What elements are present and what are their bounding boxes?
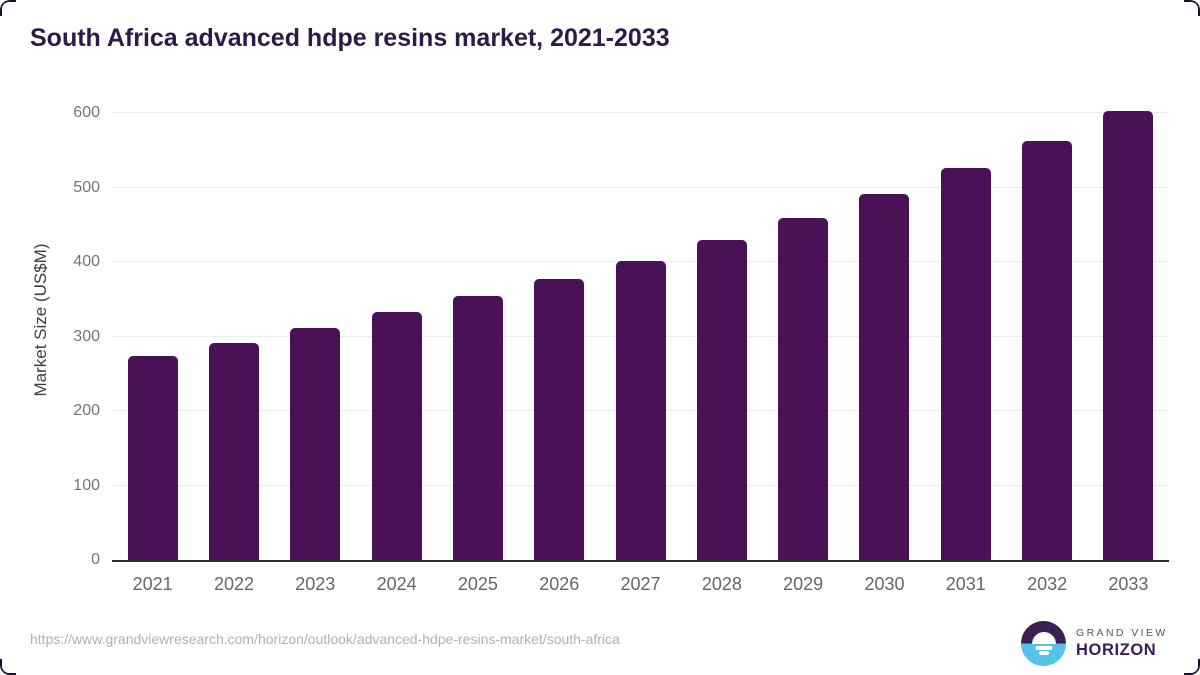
y-tick-label-500: 500 bbox=[73, 178, 100, 196]
x-tick-label-2023: 2023 bbox=[295, 574, 336, 594]
x-tick-label-2022: 2022 bbox=[213, 574, 254, 594]
bar-2030 bbox=[859, 194, 910, 560]
bar-slot-2027 bbox=[600, 100, 681, 560]
bar-slot-2031 bbox=[925, 100, 1006, 560]
bar-slot-2028 bbox=[681, 100, 762, 560]
brand-name-bottom: HORIZON bbox=[1076, 640, 1157, 659]
bar-slot-2023 bbox=[275, 100, 356, 560]
bar-2023 bbox=[290, 328, 341, 560]
y-tick-label-0: 0 bbox=[91, 551, 100, 568]
bar-slot-2032 bbox=[1006, 100, 1087, 560]
bar-series bbox=[112, 100, 1169, 560]
bar-slot-2022 bbox=[193, 100, 274, 560]
y-tick-label-600: 600 bbox=[73, 104, 100, 122]
horizon-sun-logo-icon bbox=[1021, 621, 1066, 666]
page-title: South Africa advanced hdpe resins market… bbox=[30, 24, 670, 52]
bar-2028 bbox=[696, 239, 747, 560]
bar-slot-2029 bbox=[763, 100, 844, 560]
bar-2024 bbox=[371, 312, 422, 560]
y-tick-label-400: 400 bbox=[73, 253, 100, 271]
bar-slot-2030 bbox=[844, 100, 925, 560]
bar-slot-2025 bbox=[437, 100, 518, 560]
card-corner bbox=[0, 0, 16, 16]
x-axis-tick-labels: 2021 2022 2023 2024 2025 2026 2027 2028 2029 2030… bbox=[112, 568, 1169, 595]
bar-2032 bbox=[1022, 140, 1073, 560]
source-url: https://www.grandviewresearch.com/horizo… bbox=[30, 631, 620, 647]
brand-logo: GRAND VIEW HORIZON bbox=[1021, 621, 1168, 666]
y-axis-tick-labels: 0 100 200 300 400 500 600 bbox=[0, 100, 100, 568]
bar-2025 bbox=[452, 295, 503, 560]
y-tick-label-100: 100 bbox=[73, 476, 100, 494]
card-corner bbox=[1184, 0, 1200, 16]
x-tick-label-2024: 2024 bbox=[376, 574, 417, 594]
gridline-600 bbox=[112, 112, 1169, 114]
bar-2027 bbox=[615, 260, 666, 560]
x-tick-label-2028: 2028 bbox=[701, 574, 742, 594]
card-corner bbox=[0, 659, 16, 675]
sun-reflection-line-icon bbox=[1035, 646, 1052, 650]
card-corner bbox=[1184, 659, 1200, 675]
plot-area bbox=[112, 100, 1169, 562]
x-tick-label-2026: 2026 bbox=[539, 574, 580, 594]
bar-2031 bbox=[940, 168, 991, 560]
y-tick-label-200: 200 bbox=[73, 402, 100, 420]
bar-slot-2026 bbox=[519, 100, 600, 560]
x-tick-label-2025: 2025 bbox=[457, 574, 498, 594]
bar-2033 bbox=[1103, 111, 1154, 560]
brand-name-top: GRAND VIEW bbox=[1076, 627, 1168, 640]
brand-wordmark: GRAND VIEW HORIZON bbox=[1076, 627, 1168, 659]
x-tick-label-2032: 2032 bbox=[1027, 574, 1068, 594]
x-tick-label-2030: 2030 bbox=[864, 574, 905, 594]
bar-slot-2024 bbox=[356, 100, 437, 560]
bar-2026 bbox=[534, 279, 585, 560]
bar-slot-2033 bbox=[1088, 100, 1169, 560]
bar-2022 bbox=[208, 342, 259, 560]
x-tick-label-2027: 2027 bbox=[620, 574, 661, 594]
x-tick-label-2033: 2033 bbox=[1108, 574, 1149, 594]
bar-slot-2021 bbox=[112, 100, 193, 560]
y-tick-label-300: 300 bbox=[73, 327, 100, 345]
bar-2029 bbox=[778, 217, 829, 560]
gridline-500 bbox=[112, 186, 1169, 188]
sun-reflection-line-icon bbox=[1038, 651, 1049, 655]
x-tick-label-2029: 2029 bbox=[783, 574, 824, 594]
x-tick-label-2031: 2031 bbox=[945, 574, 986, 594]
x-tick-label-2021: 2021 bbox=[132, 574, 173, 594]
sun-dome-icon bbox=[1031, 631, 1056, 644]
bar-2021 bbox=[127, 356, 178, 560]
